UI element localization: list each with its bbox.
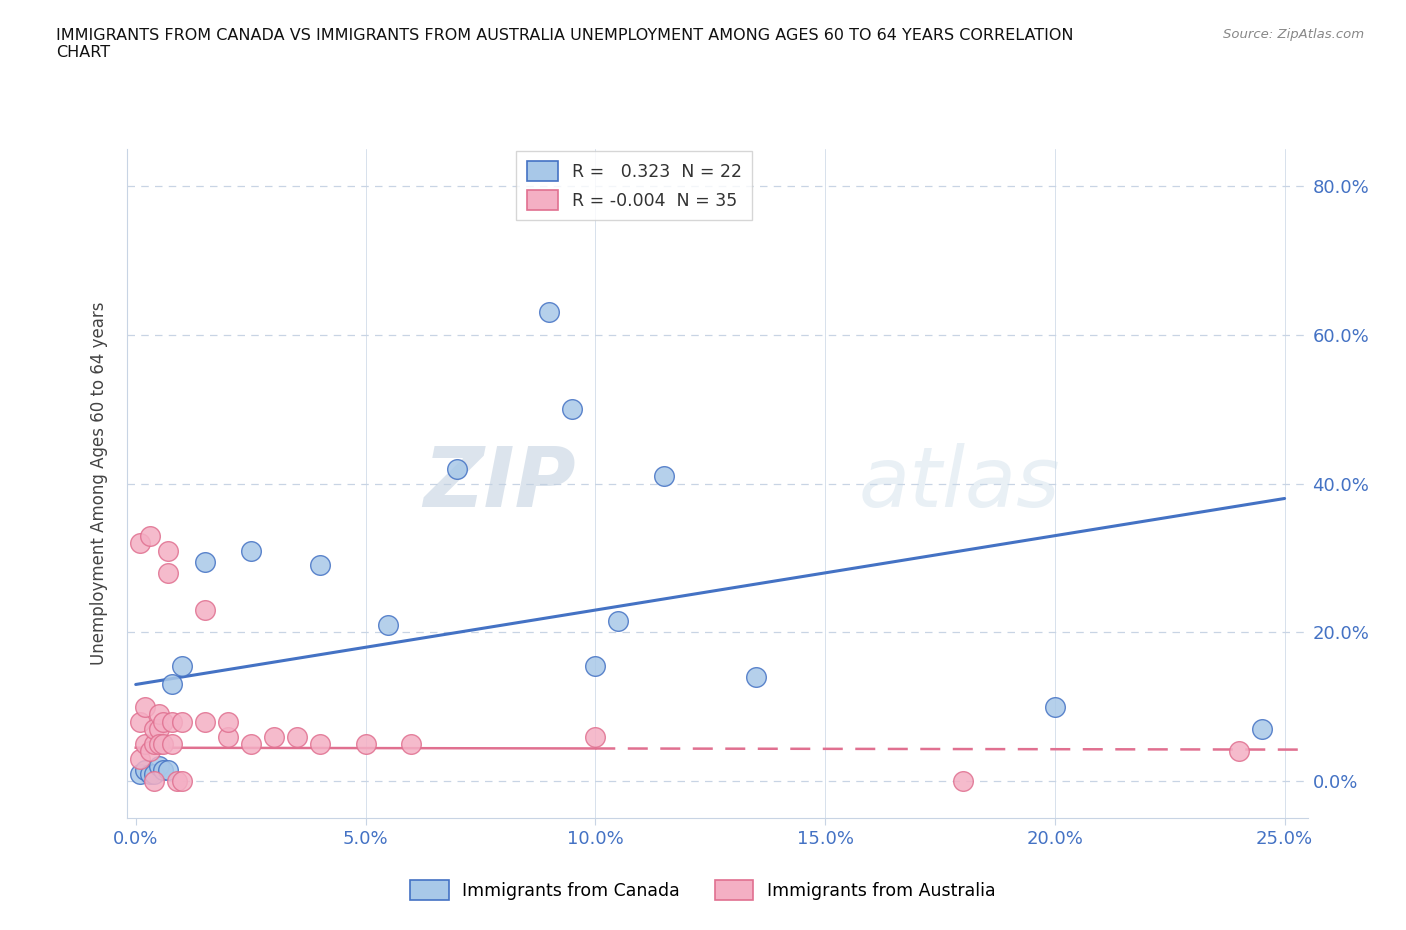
Point <box>1227 744 1250 759</box>
Point <box>446 461 468 476</box>
Point <box>607 614 630 629</box>
Text: Source: ZipAtlas.com: Source: ZipAtlas.com <box>1223 28 1364 41</box>
Point <box>217 714 239 729</box>
Point <box>156 763 179 777</box>
Point <box>134 699 156 714</box>
Point <box>239 737 262 751</box>
Point <box>152 714 174 729</box>
Point <box>194 714 217 729</box>
Point <box>217 729 239 744</box>
Point <box>156 543 179 558</box>
Point <box>138 744 160 759</box>
Point <box>561 402 583 417</box>
Point <box>143 737 166 751</box>
Point <box>129 766 152 781</box>
Point <box>129 714 152 729</box>
Point <box>194 603 217 618</box>
Point <box>138 766 160 781</box>
Point <box>134 737 156 751</box>
Point <box>143 722 166 737</box>
Point <box>263 729 285 744</box>
Point <box>1043 699 1066 714</box>
Point <box>538 305 561 320</box>
Point <box>162 677 184 692</box>
Point <box>138 528 160 543</box>
Point <box>162 714 184 729</box>
Text: atlas: atlas <box>859 443 1060 525</box>
Point <box>745 670 768 684</box>
Point <box>285 729 308 744</box>
Point <box>377 618 399 632</box>
Point <box>166 774 188 789</box>
Point <box>148 759 170 774</box>
Point <box>148 722 170 737</box>
Point <box>239 543 262 558</box>
Point <box>170 714 193 729</box>
Text: IMMIGRANTS FROM CANADA VS IMMIGRANTS FROM AUSTRALIA UNEMPLOYMENT AMONG AGES 60 T: IMMIGRANTS FROM CANADA VS IMMIGRANTS FRO… <box>56 28 1074 60</box>
Point <box>170 774 193 789</box>
Point <box>162 737 184 751</box>
Point <box>194 554 217 569</box>
Point <box>170 658 193 673</box>
Point <box>1250 722 1272 737</box>
Text: ZIP: ZIP <box>423 443 575 525</box>
Point <box>148 737 170 751</box>
Point <box>952 774 974 789</box>
Point <box>583 658 606 673</box>
Point <box>129 536 152 551</box>
Point <box>143 766 166 781</box>
Legend: Immigrants from Canada, Immigrants from Australia: Immigrants from Canada, Immigrants from … <box>404 873 1002 908</box>
Point <box>152 737 174 751</box>
Point <box>308 558 330 573</box>
Point <box>652 469 675 484</box>
Point <box>129 751 152 766</box>
Point <box>308 737 330 751</box>
Point <box>401 737 423 751</box>
Point <box>583 729 606 744</box>
Point <box>156 565 179 580</box>
Point <box>354 737 377 751</box>
Point <box>143 774 166 789</box>
Point <box>134 763 156 777</box>
Point <box>152 763 174 777</box>
Y-axis label: Unemployment Among Ages 60 to 64 years: Unemployment Among Ages 60 to 64 years <box>90 302 108 665</box>
Point <box>148 707 170 722</box>
Legend: R =   0.323  N = 22, R = -0.004  N = 35: R = 0.323 N = 22, R = -0.004 N = 35 <box>516 151 752 220</box>
